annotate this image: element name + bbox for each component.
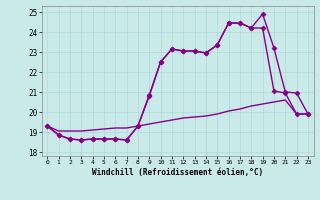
X-axis label: Windchill (Refroidissement éolien,°C): Windchill (Refroidissement éolien,°C): [92, 168, 263, 177]
